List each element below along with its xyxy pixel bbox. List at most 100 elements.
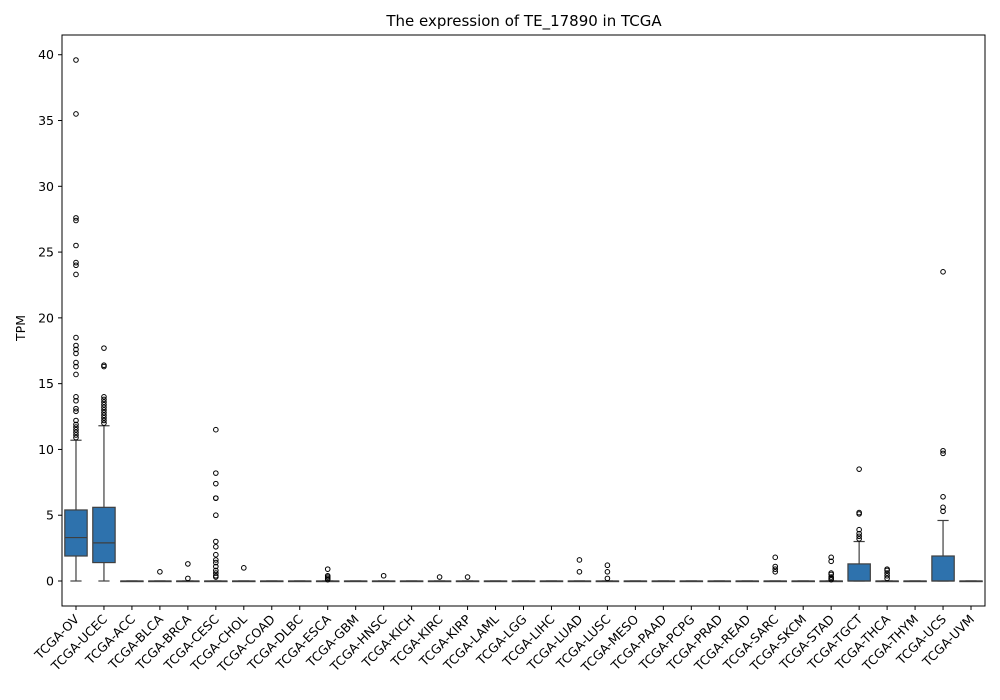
y-tick-label: 25 <box>38 245 54 260</box>
outlier-point <box>604 575 611 582</box>
outlier-point <box>73 359 79 366</box>
outlier-point <box>73 111 79 117</box>
outlier-point <box>213 480 219 487</box>
outlier-point <box>604 562 611 569</box>
outlier-point <box>73 432 79 438</box>
outlier-point <box>101 399 107 405</box>
box-tcga-ov <box>64 509 88 557</box>
y-tick-label: 15 <box>38 376 54 391</box>
outlier-point <box>772 563 779 570</box>
outlier-point <box>73 421 79 428</box>
outlier-point <box>940 504 946 511</box>
outlier-point <box>856 530 862 537</box>
outlier-point <box>940 447 946 454</box>
outlier-point <box>73 57 79 63</box>
outlier-point <box>157 568 163 575</box>
outlier-point <box>324 572 331 579</box>
outlier-point <box>856 526 862 533</box>
outlier-point <box>772 568 779 575</box>
outlier-point <box>828 574 834 580</box>
y-tick-label: 40 <box>38 47 54 62</box>
outlier-point <box>101 407 107 413</box>
outlier-point <box>73 429 79 436</box>
outlier-point <box>828 570 834 576</box>
outlier-point <box>380 572 387 579</box>
outlier-point <box>213 551 219 558</box>
outlier-point <box>856 466 862 472</box>
outlier-point <box>73 424 79 430</box>
outlier-point <box>185 561 191 567</box>
outlier-point <box>213 567 219 574</box>
outlier-point <box>73 405 79 412</box>
outlier-point <box>884 572 890 579</box>
outlier-point <box>324 566 331 572</box>
outlier-point <box>101 417 107 424</box>
outlier-point <box>101 404 107 411</box>
outlier-point <box>73 271 79 278</box>
outlier-point <box>213 563 219 570</box>
chart-title: The expression of TE_17890 in TCGA <box>385 12 662 31</box>
outlier-point <box>772 566 779 572</box>
y-tick-label: 35 <box>38 113 54 128</box>
outlier-point <box>101 409 107 416</box>
outlier-point <box>73 259 79 266</box>
outlier-point <box>101 394 107 400</box>
outlier-point <box>940 493 946 500</box>
outlier-point <box>101 415 107 421</box>
outlier-point <box>73 217 79 224</box>
outlier-point <box>213 559 219 566</box>
outlier-point <box>101 396 107 403</box>
outlier-point <box>576 568 583 575</box>
outlier-point <box>213 570 219 576</box>
outlier-point <box>856 509 862 516</box>
outlier-point <box>101 362 107 369</box>
outlier-point <box>73 334 79 341</box>
outlier-point <box>73 417 79 424</box>
outlier-point <box>101 420 107 426</box>
outlier-point <box>884 570 890 576</box>
outlier-point <box>73 434 79 441</box>
outlier-point <box>940 508 946 515</box>
axes-frame <box>61 34 986 607</box>
outlier-point <box>576 557 583 563</box>
y-axis-label: TPM <box>13 315 28 342</box>
outlier-point <box>213 495 219 501</box>
outlier-point <box>73 363 79 370</box>
y-tick-label: 5 <box>46 508 54 523</box>
outlier-point <box>241 565 247 571</box>
outlier-point <box>101 401 107 408</box>
outlier-point <box>436 574 443 580</box>
box-tcga-tgct <box>847 563 871 582</box>
outlier-point <box>73 426 79 433</box>
outlier-point <box>73 371 79 378</box>
y-tick-label: 10 <box>38 442 54 457</box>
outlier-point <box>73 342 79 349</box>
outlier-point <box>464 574 471 580</box>
outlier-point <box>213 538 219 545</box>
outlier-point <box>73 262 79 269</box>
outlier-point <box>213 512 219 519</box>
outlier-point <box>940 269 946 275</box>
y-tick-label: 0 <box>46 574 54 589</box>
outlier-point <box>101 412 107 419</box>
outlier-point <box>185 575 191 582</box>
outlier-point <box>73 394 79 400</box>
outlier-point <box>828 554 834 561</box>
outlier-point <box>73 242 79 249</box>
outlier-point <box>856 536 862 542</box>
outlier-point <box>856 533 862 540</box>
box-tcga-ucec <box>92 506 116 564</box>
outlier-point <box>828 558 834 565</box>
outlier-point <box>213 557 219 563</box>
outlier-point <box>213 470 219 476</box>
outlier-point <box>101 345 107 351</box>
y-tick-label: 30 <box>38 179 54 194</box>
outlier-point <box>213 543 219 550</box>
outlier-point <box>604 568 611 575</box>
outlier-point <box>213 426 219 433</box>
outlier-point <box>73 350 79 357</box>
plot-area: 0510152025303540TCGA-OVTCGA-UCECTCGA-ACC… <box>31 34 986 676</box>
y-tick-label: 20 <box>38 310 54 325</box>
outlier-point <box>940 450 946 457</box>
